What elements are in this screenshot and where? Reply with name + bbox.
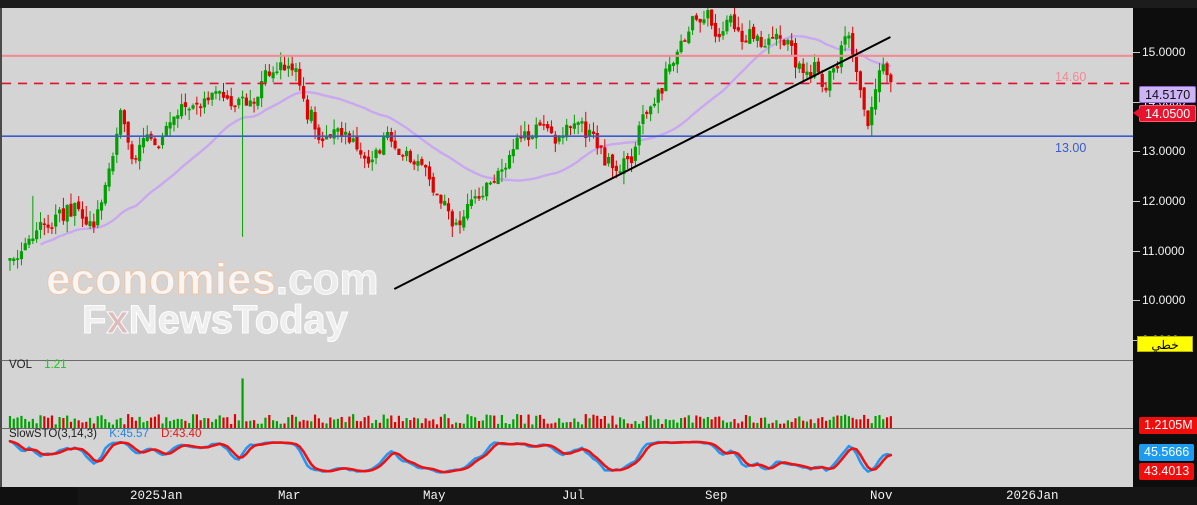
date-tick-4: Sep [705, 489, 728, 503]
stochastic-d-badge: 43.4013 [1139, 463, 1195, 480]
date-axis[interactable]: 2025Jan Mar May Jul Sep Nov 2026Jan [78, 487, 1197, 505]
support-line-label: 13.00 [1055, 141, 1087, 155]
date-tick-5: Nov [870, 489, 893, 503]
panel-bottom-strip [0, 478, 1133, 487]
price-tick-3: 12.0000 [1133, 194, 1197, 208]
date-tick-6: 2026Jan [1006, 489, 1059, 503]
price-chart-panel[interactable]: 14.60 13.00 [0, 8, 1133, 360]
price-tick-0: 15.0000 [1133, 45, 1197, 59]
stochastic-indicator-name: SlowSTO(3,14,3) [9, 428, 97, 440]
stochastic-panel[interactable]: SlowSTO(3,14,3) K:45.57 D:43.40 [0, 428, 1133, 478]
ma-value-badge: 14.5170 [1139, 86, 1197, 103]
volume-value-badge: 1.2105M [1139, 417, 1197, 434]
date-tick-0: 2025Jan [130, 489, 183, 503]
volume-indicator-name: VOL [9, 359, 33, 371]
volume-indicator-header: VOL 1.21 [9, 359, 76, 371]
last-price-pointer-icon [1133, 108, 1140, 118]
stochastic-k-value: K:45.57 [109, 428, 149, 440]
volume-plot-svg [8, 378, 892, 428]
volume-indicator-value: 1.21 [44, 359, 67, 371]
stochastic-indicator-header: SlowSTO(3,14,3) K:45.57 D:43.40 [9, 428, 210, 440]
price-plot-svg [2, 8, 1133, 290]
price-scale-axis[interactable]: 15.000014.000013.000012.000011.000010.00… [1133, 8, 1197, 487]
price-tick-4: 11.0000 [1133, 244, 1197, 258]
scale-mode-linear-button[interactable]: خطي [1137, 336, 1193, 352]
stochastic-k-badge: 45.5666 [1139, 444, 1195, 461]
last-price-badge: 14.0500 [1139, 105, 1197, 122]
date-tick-1: Mar [278, 489, 301, 503]
top-toolbar-strip [0, 0, 1197, 8]
stochastic-plot-svg [8, 439, 893, 474]
price-tick-5: 10.0000 [1133, 293, 1197, 307]
date-tick-3: Jul [562, 489, 585, 503]
price-tick-2: 13.0000 [1133, 144, 1197, 158]
volume-panel[interactable]: VOL 1.21 [0, 359, 1133, 428]
stochastic-d-value: D:43.40 [161, 428, 202, 440]
date-tick-2: May [423, 489, 446, 503]
resistance-line-label: 14.60 [1055, 70, 1087, 84]
